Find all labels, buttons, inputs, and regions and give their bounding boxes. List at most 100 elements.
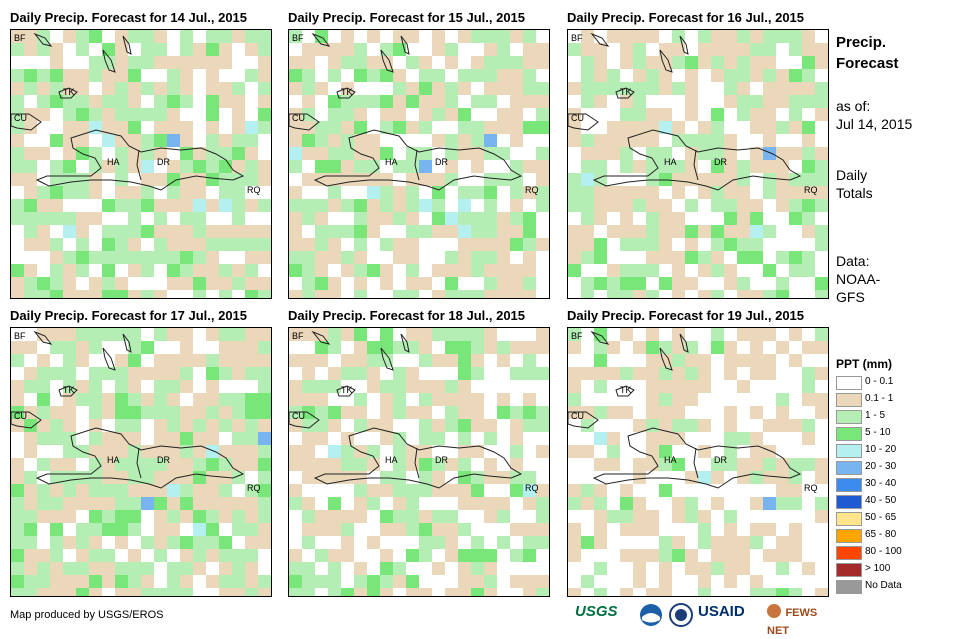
- country-label-ha: HA: [385, 157, 398, 167]
- hispaniola-coastline: [592, 129, 802, 191]
- coastline: [659, 49, 673, 73]
- coastline: [400, 333, 410, 353]
- coastline: [679, 333, 689, 353]
- logo-strip: USGS USAID FEWS NET: [575, 603, 831, 637]
- country-label-rq: RQ: [525, 483, 539, 493]
- side-title: Precip. Forecast: [836, 32, 899, 74]
- legend-swatch: [836, 427, 862, 441]
- legend-label: 65 - 80: [865, 529, 897, 540]
- legend-label: 0.1 - 1: [865, 393, 894, 404]
- coastline: [102, 347, 116, 371]
- coastline: [58, 385, 78, 397]
- country-border: [693, 149, 699, 181]
- coastline: [33, 330, 53, 345]
- precip-map: BF TK CU HA DR RQ: [567, 29, 829, 299]
- country-border: [414, 447, 420, 479]
- legend-swatch: [836, 461, 862, 475]
- hispaniola-coastline: [35, 129, 245, 191]
- country-label-rq: RQ: [247, 185, 261, 195]
- data-line1: Data:: [836, 253, 870, 269]
- coastline: [311, 330, 331, 345]
- country-border: [693, 447, 699, 479]
- country-label-ha: HA: [107, 455, 120, 465]
- coastline: [336, 385, 356, 397]
- precip-grid: [568, 328, 828, 596]
- coastline: [400, 35, 410, 55]
- map-credit: Map produced by USGS/EROS: [10, 609, 164, 621]
- country-label-rq: RQ: [525, 185, 539, 195]
- country-label-tk: TK: [620, 87, 632, 97]
- coastline: [679, 35, 689, 55]
- country-label-dr: DR: [157, 455, 170, 465]
- legend-swatch: [836, 529, 862, 543]
- precip-grid: [11, 30, 271, 298]
- coastline: [615, 87, 635, 99]
- legend-label: 5 - 10: [865, 427, 891, 438]
- country-label-ha: HA: [664, 157, 677, 167]
- country-label-dr: DR: [714, 157, 727, 167]
- coastline: [590, 330, 610, 345]
- as-of-block: as of: Jul 14, 2015: [836, 97, 912, 133]
- coastline: [122, 333, 132, 353]
- country-label-dr: DR: [435, 455, 448, 465]
- legend-label: 30 - 40: [865, 478, 897, 489]
- precip-grid: [289, 328, 549, 596]
- legend-label: No Data: [865, 580, 902, 591]
- legend-label: 1 - 5: [865, 410, 886, 421]
- panel-title: Daily Precip. Forecast for 16 Jul., 2015: [567, 10, 805, 25]
- legend-label: 50 - 65: [865, 512, 897, 523]
- country-label-cu: CU: [292, 411, 305, 421]
- coastline: [33, 32, 53, 47]
- country-label-tk: TK: [63, 87, 75, 97]
- coastline: [11, 113, 42, 131]
- country-label-bf: BF: [571, 33, 583, 43]
- panel-title: Daily Precip. Forecast for 19 Jul., 2015: [567, 308, 805, 323]
- country-label-ha: HA: [664, 455, 677, 465]
- country-label-tk: TK: [63, 385, 75, 395]
- legend-swatch: [836, 376, 862, 390]
- coastline: [380, 49, 394, 73]
- coastline: [11, 411, 42, 429]
- totals-block: Daily Totals: [836, 166, 873, 202]
- coastline: [568, 113, 599, 131]
- legend-swatch: [836, 546, 862, 560]
- coastline: [311, 32, 331, 47]
- country-label-tk: TK: [620, 385, 632, 395]
- country-border: [414, 149, 420, 181]
- legend-label: 80 - 100: [865, 546, 902, 557]
- legend-title: PPT (mm): [836, 357, 893, 371]
- precip-grid: [289, 30, 549, 298]
- coastline: [289, 113, 320, 131]
- legend-swatch: [836, 563, 862, 577]
- country-label-bf: BF: [14, 33, 26, 43]
- coastline: [659, 347, 673, 371]
- legend-swatch: [836, 393, 862, 407]
- country-label-bf: BF: [571, 331, 583, 341]
- usaid-logo: USAID: [698, 603, 745, 620]
- state-dept-seal: [669, 603, 693, 629]
- country-label-rq: RQ: [247, 483, 261, 493]
- legend-swatch: [836, 444, 862, 458]
- panel-title: Daily Precip. Forecast for 15 Jul., 2015: [288, 10, 526, 25]
- country-label-cu: CU: [571, 411, 584, 421]
- country-label-ha: HA: [107, 157, 120, 167]
- legend-swatch: [836, 478, 862, 492]
- country-label-rq: RQ: [804, 483, 818, 493]
- legend-label: > 100: [865, 563, 891, 574]
- panel-title: Daily Precip. Forecast for 17 Jul., 2015: [10, 308, 248, 323]
- hispaniola-coastline: [35, 427, 245, 489]
- coastline: [590, 32, 610, 47]
- usgs-logo: USGS: [575, 603, 618, 620]
- legend-swatch: [836, 580, 862, 594]
- precip-map: BF TK CU HA DR RQ: [288, 327, 550, 597]
- data-line2: NOAA-: [836, 271, 881, 287]
- country-label-bf: BF: [14, 331, 26, 341]
- legend-label: 20 - 30: [865, 461, 897, 472]
- country-label-tk: TK: [341, 87, 353, 97]
- coastline: [102, 49, 116, 73]
- legend-label: 10 - 20: [865, 444, 897, 455]
- fews-net-logo: FEWS NET: [767, 603, 831, 637]
- data-source-block: Data: NOAA- GFS: [836, 252, 880, 306]
- country-border: [136, 447, 142, 479]
- coastline: [58, 87, 78, 99]
